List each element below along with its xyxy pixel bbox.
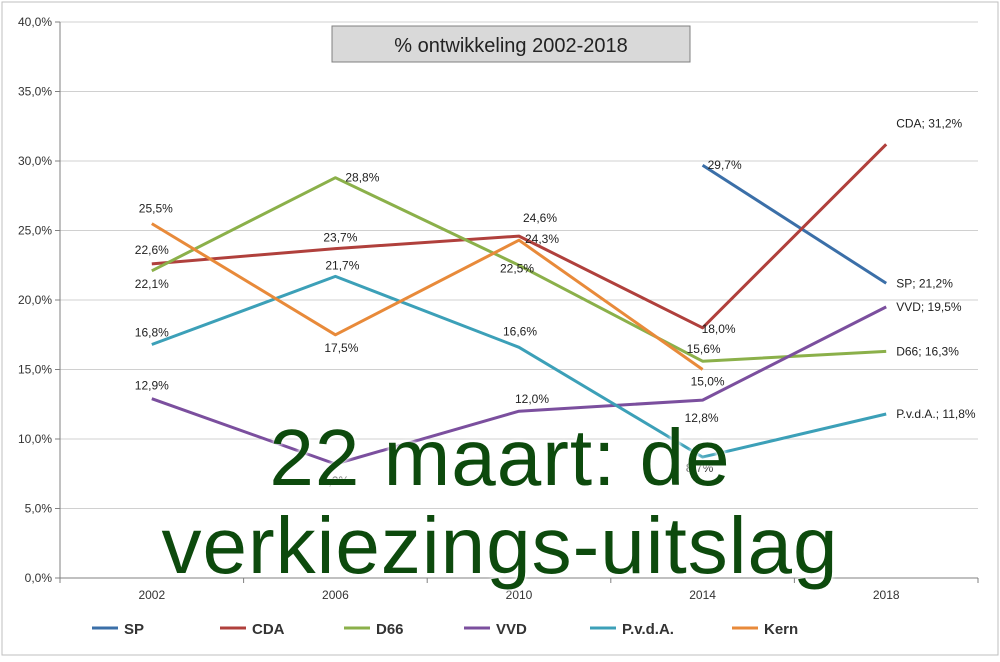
- legend-label-sp: SP: [124, 621, 144, 638]
- data-label-vvd: 12,8%: [685, 411, 719, 425]
- data-label-pvda: P.v.d.A.; 11,8%: [896, 407, 976, 421]
- y-tick-label: 25,0%: [18, 224, 52, 238]
- data-label-d66: D66; 16,3%: [896, 344, 959, 358]
- x-tick-label: 2010: [506, 588, 533, 602]
- series-line-kern: [151, 222, 704, 371]
- data-label-pvda: 16,6%: [503, 324, 537, 338]
- data-label-vvd: 12,0%: [515, 392, 549, 406]
- series-line-vvd: [151, 305, 887, 466]
- y-tick-label: 5,0%: [25, 502, 53, 516]
- data-label-kern: 15,0%: [691, 375, 725, 389]
- data-label-d66: 15,6%: [687, 342, 721, 356]
- x-tick-label: 2018: [873, 588, 900, 602]
- x-tick-label: 2006: [322, 588, 349, 602]
- data-label-cda: 22,6%: [135, 243, 169, 257]
- legend-label-pvda: P.v.d.A.: [622, 621, 674, 638]
- y-tick-label: 0,0%: [25, 571, 53, 585]
- data-label-vvd: 12,9%: [135, 379, 169, 393]
- legend-label-d66: D66: [376, 621, 404, 638]
- data-label-pvda: 21,7%: [325, 258, 359, 272]
- y-tick-label: 40,0%: [18, 15, 52, 29]
- data-label-pvda: 16,8%: [135, 325, 169, 339]
- y-tick-label: 20,0%: [18, 293, 52, 307]
- series-line-d66: [151, 176, 887, 363]
- chart-title-box: [331, 25, 691, 63]
- data-label-vvd: VVD; 19,5%: [896, 300, 962, 314]
- data-label-sp: SP; 21,2%: [896, 276, 953, 290]
- series-line-sp: [701, 163, 888, 285]
- data-label-sp: 29,7%: [708, 158, 742, 172]
- legend-label-cda: CDA: [252, 621, 285, 638]
- x-tick-label: 2002: [138, 588, 165, 602]
- overlay-headline-line-1: 22 maart: de: [269, 413, 731, 502]
- data-label-pvda: 8,7%: [686, 461, 714, 475]
- y-tick-label: 30,0%: [18, 154, 52, 168]
- data-label-cda: 23,7%: [323, 231, 357, 245]
- data-label-vvd: 8,2%: [322, 474, 350, 488]
- y-tick-label: 15,0%: [18, 363, 52, 377]
- x-tick-label: 2014: [689, 588, 716, 602]
- data-label-cda: CDA; 31,2%: [896, 116, 962, 130]
- y-tick-label: 35,0%: [18, 85, 52, 99]
- overlay-headline-line-2: verkiezings-uitslag: [161, 501, 839, 590]
- chart-title: % ontwikkeling 2002-2018: [394, 35, 628, 57]
- y-tick-label: 10,0%: [18, 432, 52, 446]
- series-line-cda: [151, 143, 888, 330]
- data-label-d66: 28,8%: [345, 171, 379, 185]
- data-label-kern: 24,3%: [525, 232, 559, 246]
- data-label-cda: 24,6%: [523, 211, 557, 225]
- data-label-kern: 25,5%: [139, 202, 173, 216]
- legend-label-vvd: VVD: [496, 621, 527, 638]
- data-label-d66: 22,5%: [500, 261, 534, 275]
- legend-label-kern: Kern: [764, 621, 798, 638]
- data-label-kern: 17,5%: [324, 341, 358, 355]
- data-label-d66: 22,1%: [135, 277, 169, 291]
- data-label-cda: 18,0%: [702, 322, 736, 336]
